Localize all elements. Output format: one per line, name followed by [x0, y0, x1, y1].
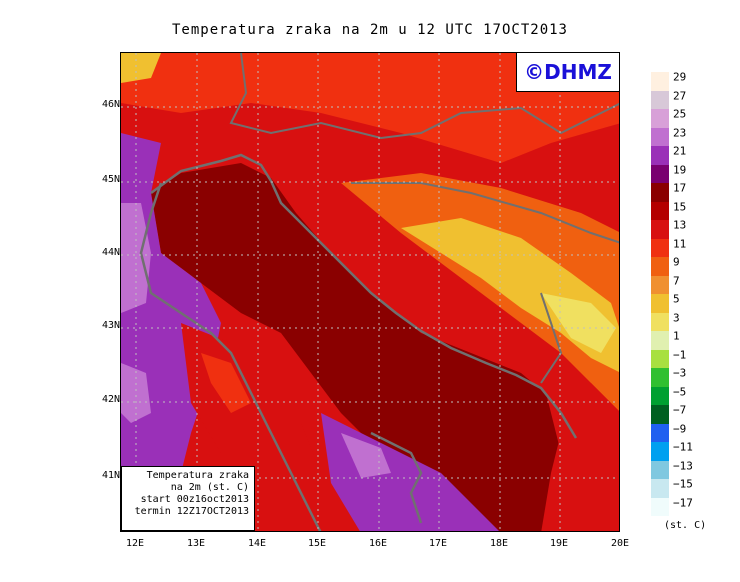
colorbar-label: −15: [673, 477, 693, 491]
info-line-2: na 2m (st. C): [170, 482, 249, 493]
colorbar-swatch: [651, 109, 669, 128]
land-fill-apennine-orange: [201, 353, 251, 413]
graticule: [121, 53, 619, 531]
colorbar-label: 23: [673, 126, 687, 139]
colorbar-label: 21: [673, 144, 687, 158]
colorbar-swatch: [651, 275, 669, 294]
colorbar-unit: (st. C): [664, 520, 707, 531]
colorbar-swatch: [651, 479, 669, 498]
border-croatia-bosnia: [351, 182, 619, 244]
longitude-label: 20E: [610, 538, 630, 549]
colorbar-label: 3: [673, 311, 680, 324]
colorbar-label: 19: [673, 163, 687, 176]
longitude-label: 12E: [125, 538, 145, 549]
colorbar-label: −5: [673, 385, 687, 398]
colorbar-label: 13: [673, 218, 687, 232]
longitude-label: 18E: [489, 538, 509, 549]
latitude-label: 44N: [101, 247, 120, 258]
temperature-map: [120, 52, 620, 532]
colorbar-swatch: [651, 368, 669, 387]
colorbar-swatch: [651, 460, 669, 479]
colorbar-label: 7: [673, 274, 680, 287]
dhmz-logo: ©DHMZ: [516, 52, 620, 92]
colorbar-swatch: [651, 183, 669, 202]
colorbar-label: −1: [673, 348, 687, 361]
colorbar-swatch: [651, 90, 669, 109]
longitude-label: 14E: [247, 538, 267, 549]
colorbar-swatch: [651, 331, 669, 350]
latitude-label: 41N: [101, 470, 120, 481]
latitude-label: 42N: [101, 394, 120, 405]
colorbar-swatch: [651, 238, 669, 257]
colorbar-swatch: [651, 146, 669, 165]
colorbar-swatch: [651, 423, 669, 442]
longitude-label: 13E: [186, 538, 206, 549]
latitude-label: 46N: [101, 99, 120, 110]
map-title: Temperatura zraka na 2m u 12 UTC 17OCT20…: [171, 22, 568, 38]
colorbar-swatch: [651, 312, 669, 331]
colorbar-label: 5: [673, 292, 680, 306]
colorbar-swatch: [651, 201, 669, 220]
colorbar-swatch: [651, 257, 669, 276]
colorbar-swatch: [651, 72, 669, 91]
colorbar-label: 15: [673, 200, 687, 213]
colorbar-swatch: [651, 294, 669, 313]
colorbar-label: −9: [673, 422, 687, 435]
colorbar-label: −7: [673, 403, 687, 417]
colorbar-swatch: [651, 442, 669, 461]
land-fill-inland-pale: [541, 293, 616, 353]
coastline-east: [150, 153, 578, 439]
latitude-label: 45N: [101, 174, 120, 185]
colorbar-label: −3: [673, 366, 687, 380]
latitude-label: 43N: [101, 320, 120, 331]
info-line-1: Temperatura zraka: [146, 470, 249, 481]
longitude-label: 19E: [549, 538, 569, 549]
sea-light-purple-south: [341, 433, 391, 478]
colorbar-label: 17: [673, 181, 687, 195]
colorbar-swatch: [651, 349, 669, 368]
longitude-label: 17E: [428, 538, 448, 549]
land-fill-inland-yellow: [401, 218, 619, 372]
colorbar-label: −11: [673, 440, 693, 454]
border-north: [229, 53, 619, 140]
colorbar-label: 9: [673, 255, 680, 269]
colorbar-swatch: [651, 497, 669, 516]
land-fill-nw-yellow: [121, 53, 161, 83]
colorbar-swatch: [651, 164, 669, 183]
colorbar-swatch: [651, 220, 669, 239]
info-line-3: start 00z16oct2013: [140, 494, 249, 505]
colorbar-label: 25: [673, 107, 687, 121]
colorbar-swatch: [651, 386, 669, 405]
colorbar-label: 29: [673, 70, 687, 84]
info-line-4: termin 12Z17OCT2013: [134, 506, 249, 517]
colorbar-swatch: [651, 405, 669, 424]
colorbar-swatch: [651, 127, 669, 146]
colorbar-label: −17: [673, 496, 693, 509]
colorbar-label: 11: [673, 237, 687, 250]
land-fill-italy-light-2: [121, 363, 151, 423]
colorbar-label: 27: [673, 89, 687, 102]
temperature-field: [121, 53, 619, 531]
longitude-label: 15E: [307, 538, 327, 549]
longitude-label: 16E: [368, 538, 388, 549]
info-box: Temperatura zraka na 2m (st. C) start 00…: [121, 466, 255, 531]
colorbar-label: 1: [673, 329, 680, 343]
coastline-gargano: [370, 431, 423, 524]
coastline-italy: [139, 182, 322, 531]
land-fill-north: [121, 53, 619, 163]
border-montenegro: [540, 292, 563, 384]
colorbar-label: −13: [673, 459, 693, 472]
